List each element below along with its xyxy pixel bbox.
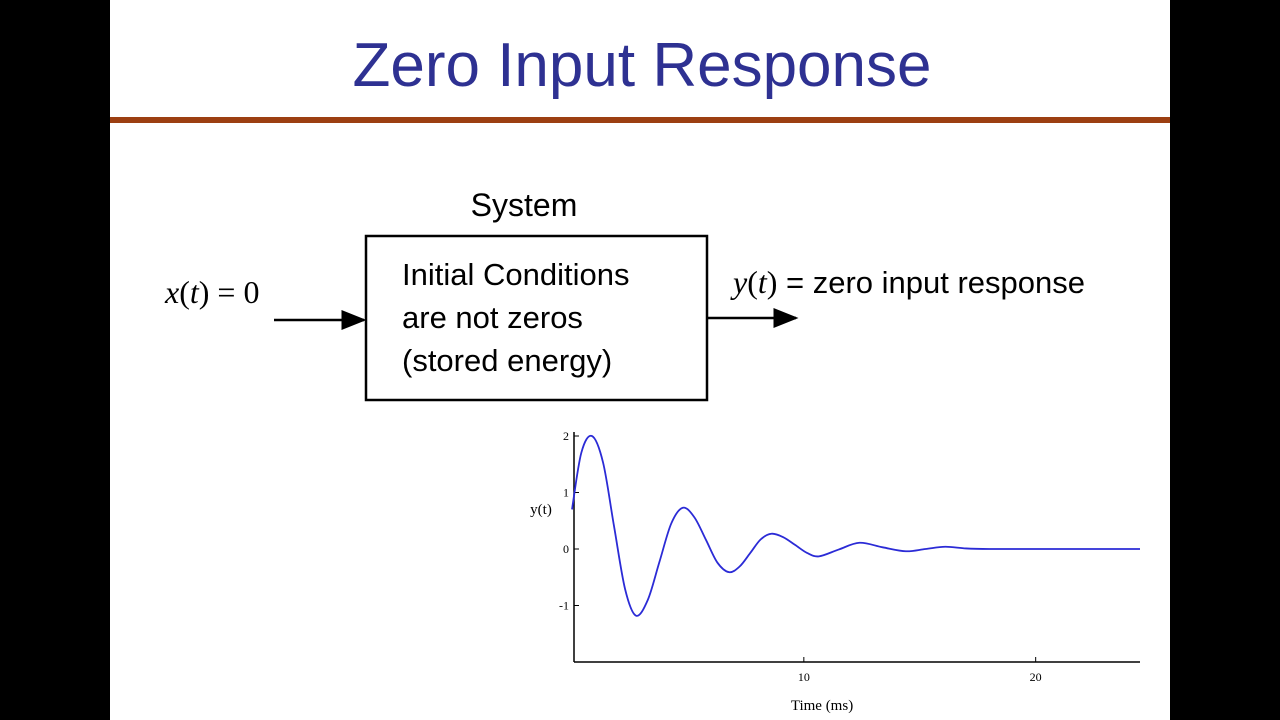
box-line: are not zeros [402,300,583,335]
output-paren: ( [747,264,758,300]
output-text: = zero input response [777,265,1085,300]
x-tick-label: 10 [798,670,810,684]
y-tick-label: -1 [559,599,569,613]
x-axis-label: Time (ms) [791,698,853,714]
y-tick-label: 1 [563,486,569,500]
input-var: t [190,274,200,310]
y-tick-label: 2 [563,429,569,443]
response-curve [571,434,1140,617]
output-paren: ) [767,264,778,300]
chart: y(t) Time (ms) -1 0 1 2 10 20 [530,429,1140,714]
input-rest: ) = 0 [199,274,260,310]
y-axis-label: y(t) [530,502,552,518]
input-signal: x [164,274,179,310]
title-rule [110,117,1170,123]
output-var: t [758,264,768,300]
y-tick-label: 0 [563,542,569,556]
slide-area [110,0,1170,720]
output-signal: y [730,264,748,300]
box-line: (stored energy) [402,343,612,378]
system-label: System [471,187,578,223]
input-label: x(t) = 0 [164,274,259,310]
slide-title: Zero Input Response [352,31,931,100]
box-line: Initial Conditions [402,257,629,292]
output-label: y(t) = zero input response [730,264,1085,300]
input-paren: ( [179,274,190,310]
x-tick-label: 20 [1030,670,1042,684]
